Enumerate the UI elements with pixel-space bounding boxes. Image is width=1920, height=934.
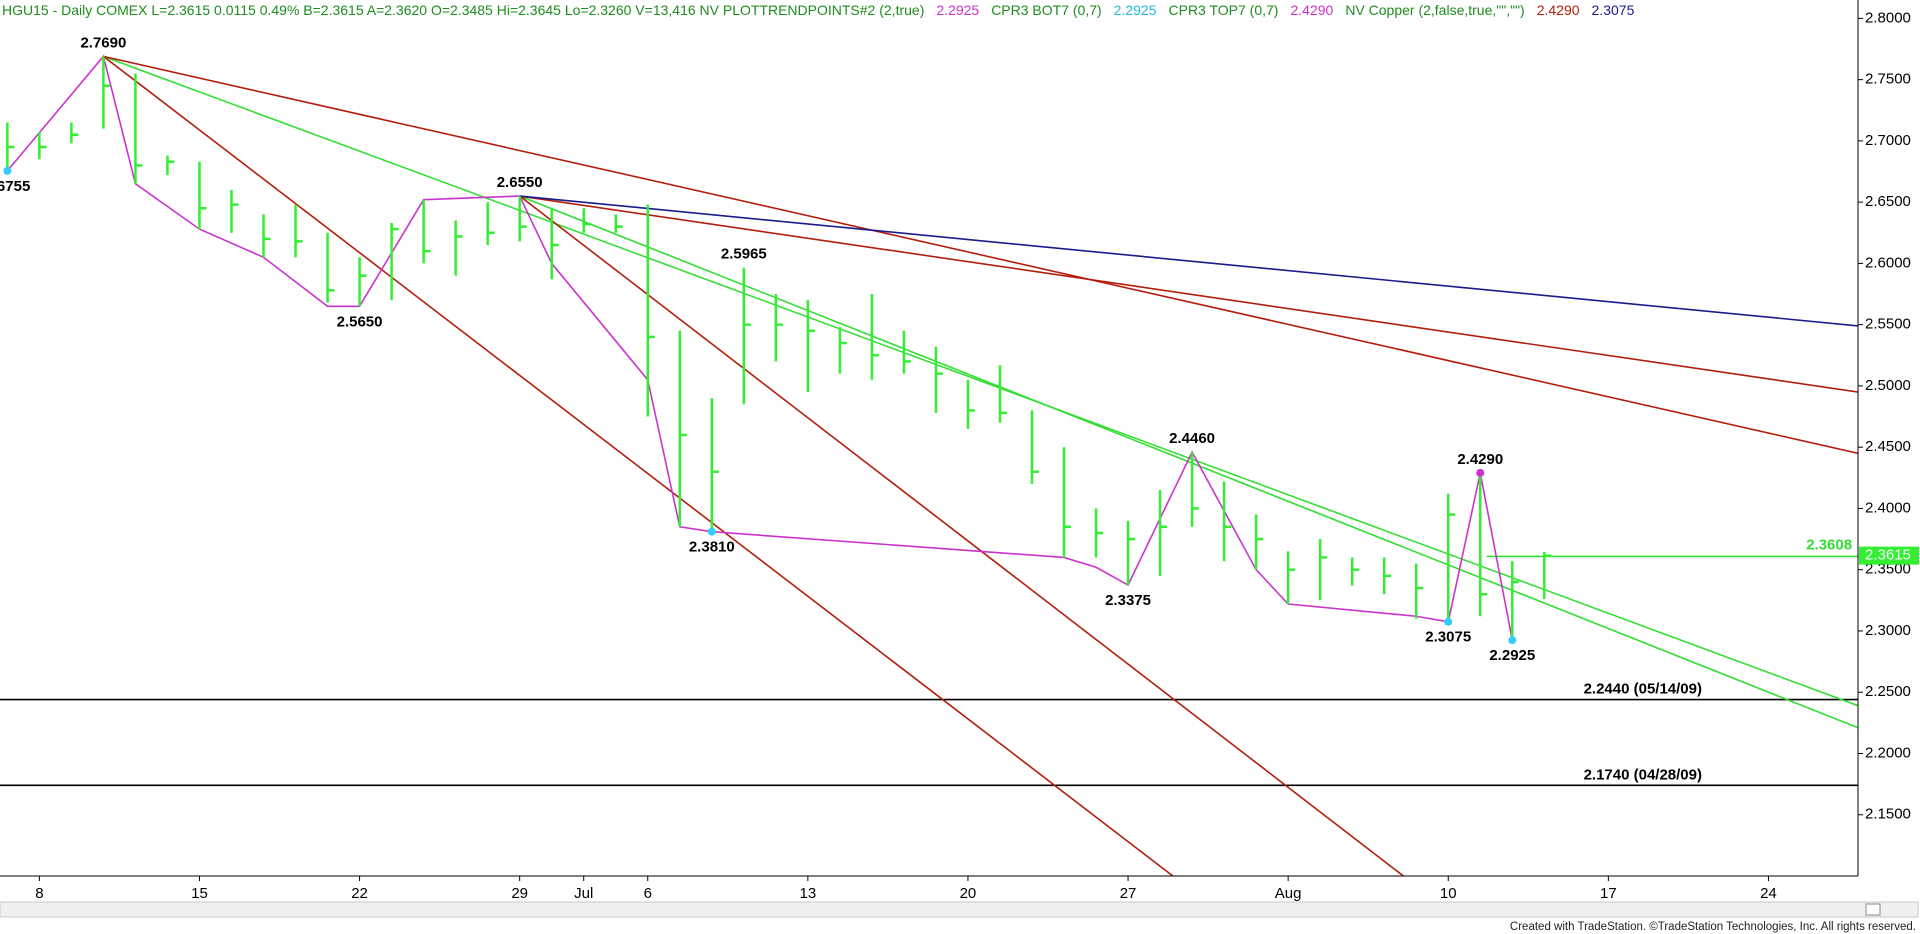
y-tick-label: 2.3500 xyxy=(1865,561,1911,578)
pivot-label: 2.3810 xyxy=(689,539,735,556)
pivot-label: 2.4460 xyxy=(1169,430,1215,447)
y-tick-label: 2.2500 xyxy=(1865,683,1911,700)
line-label: 2.1740 (04/28/09) xyxy=(1584,766,1702,783)
pivot-label: 2.5650 xyxy=(337,313,383,330)
trend-line xyxy=(519,195,1404,876)
x-tick-label: 17 xyxy=(1600,885,1617,902)
last-price-label: 2.3615 xyxy=(1865,547,1911,564)
header-text: 2.2925 xyxy=(936,2,980,18)
x-tick-label: Aug xyxy=(1275,885,1302,902)
pivot-label: 2.2925 xyxy=(1489,647,1535,664)
header-text: CPR3 BOT7 (0,7) xyxy=(991,2,1102,18)
y-tick-label: 2.4000 xyxy=(1865,499,1911,516)
header-text: HGU15 - Daily COMEX L=2.3615 0.0115 0.49… xyxy=(2,2,925,18)
x-tick-label: 15 xyxy=(191,885,208,902)
line-label: 2.2440 (05/14/09) xyxy=(1584,681,1702,698)
y-tick-label: 2.5000 xyxy=(1865,377,1911,394)
y-tick-label: 2.3000 xyxy=(1865,622,1911,639)
x-tick-label: 13 xyxy=(800,885,817,902)
trend-line xyxy=(103,55,1858,707)
trend-line xyxy=(103,55,1858,455)
x-tick-label: 24 xyxy=(1760,885,1777,902)
pivot-dot xyxy=(1444,617,1453,626)
y-tick-label: 2.8000 xyxy=(1865,9,1911,26)
chart-header: HGU15 - Daily COMEX L=2.3615 0.0115 0.49… xyxy=(2,2,1646,18)
header-text: 2.4290 xyxy=(1536,2,1580,18)
y-tick-label: 2.6000 xyxy=(1865,254,1911,271)
y-tick-label: 2.7000 xyxy=(1865,132,1911,149)
trend-line xyxy=(519,195,1858,327)
pivot-label: 2.6550 xyxy=(497,174,543,191)
y-tick-label: 2.4500 xyxy=(1865,438,1911,455)
header-text: CPR3 TOP7 (0,7) xyxy=(1168,2,1279,18)
y-tick-label: 2.1500 xyxy=(1865,806,1911,823)
x-tick-label: 6 xyxy=(644,885,652,902)
trend-line xyxy=(102,55,1174,876)
y-tick-label: 2.6500 xyxy=(1865,193,1911,210)
scrollbar[interactable] xyxy=(0,901,1919,918)
pivot-label: 2.5965 xyxy=(721,246,767,263)
line-label: 2.3608 xyxy=(1806,536,1852,553)
x-tick-label: 29 xyxy=(511,885,528,902)
x-tick-label: 22 xyxy=(351,885,368,902)
pivot-dot xyxy=(1508,636,1517,645)
trend-line xyxy=(519,195,1858,393)
x-tick-label: 27 xyxy=(1120,885,1137,902)
y-tick-label: 2.2000 xyxy=(1865,744,1911,761)
header-text: 2.4290 xyxy=(1290,2,1334,18)
x-tick-label: 20 xyxy=(960,885,977,902)
header-text: 2.3075 xyxy=(1591,2,1635,18)
header-text: 2.2925 xyxy=(1113,2,1157,18)
x-tick-label: 8 xyxy=(35,885,43,902)
pivot-label: 2.4290 xyxy=(1457,451,1503,468)
x-tick-label: 10 xyxy=(1440,885,1457,902)
x-tick-label: Jul xyxy=(574,885,593,902)
pivot-label: 2.6755 xyxy=(0,178,30,195)
pivot-label: 2.3375 xyxy=(1105,592,1151,609)
y-tick-label: 2.5500 xyxy=(1865,316,1911,333)
pivot-dot xyxy=(707,527,716,536)
pivot-dot xyxy=(1476,468,1485,477)
y-tick-label: 2.7500 xyxy=(1865,71,1911,88)
pivot-label: 2.3075 xyxy=(1425,629,1471,646)
pivot-dot xyxy=(3,166,12,175)
plot-area: 2.2440 (05/14/09) 2.1740 (04/28/09) 2.3608… xyxy=(0,34,1858,876)
last-price-box xyxy=(1859,546,1919,565)
axes: 2.1500 2.2000 2.2500 2.3000 2.3500 2.4000 2.45… xyxy=(35,9,1919,902)
pivot-label: 2.7690 xyxy=(80,34,126,51)
scroll-thumb[interactable] xyxy=(1865,903,1881,916)
header-text: NV Copper (2,false,true,"","") xyxy=(1345,2,1525,18)
credit: Created with TradeStation. ©TradeStation… xyxy=(1509,921,1916,933)
